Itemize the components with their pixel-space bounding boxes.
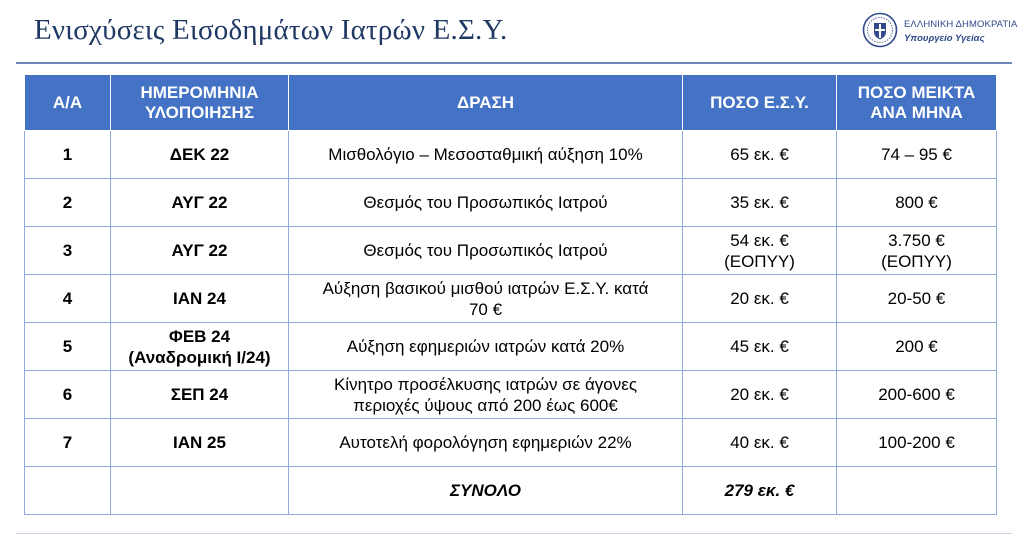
total-empty-cell: [836, 466, 997, 515]
table-row: 6 ΣΕΠ 24 Κίνητρο προσέλκυσης ιατρών σε ά…: [24, 370, 997, 419]
title-divider: [16, 62, 1012, 64]
cell-action: Θεσμός του Προσωπικός Ιατρού: [288, 178, 683, 227]
table-row: 7 ΙΑΝ 25 Αυτοτελή φορολόγηση εφημεριών 2…: [24, 418, 997, 467]
cell-date: ΙΑΝ 24: [110, 274, 289, 323]
cell-gross-monthly: 74 – 95 €: [836, 130, 997, 179]
cell-esy-amount: 45 εκ. €: [682, 322, 837, 371]
greek-coat-of-arms-icon: [862, 12, 898, 48]
cell-date: ΔΕΚ 22: [110, 130, 289, 179]
cell-esy-amount: 54 εκ. € (ΕΟΠΥΥ): [682, 226, 837, 275]
header-date: ΗΜΕΡΟΜΗΝΙΑ ΥΛΟΠΟΙΗΣΗΣ: [110, 74, 289, 131]
header-action: ΔΡΑΣΗ: [288, 74, 683, 131]
slide-title: Ενισχύσεις Εισοδημάτων Ιατρών Ε.Σ.Υ.: [34, 14, 508, 46]
cell-esy-amount: 40 εκ. €: [682, 418, 837, 467]
table-row: 2 ΑΥΓ 22 Θεσμός του Προσωπικός Ιατρού 35…: [24, 178, 997, 227]
cell-gross-monthly: 20-50 €: [836, 274, 997, 323]
table-row: 3 ΑΥΓ 22 Θεσμός του Προσωπικός Ιατρού 54…: [24, 226, 997, 275]
logo-line-2: Υπουργείο Υγείας: [904, 33, 985, 44]
cell-date: ΑΥΓ 22: [110, 178, 289, 227]
total-row: ΣΥΝΟΛΟ 279 εκ. €: [24, 466, 997, 515]
total-empty-cell: [24, 466, 111, 515]
cell-gross-monthly: 200-600 €: [836, 370, 997, 419]
footer-divider: [16, 533, 1012, 534]
cell-aa: 3: [24, 226, 111, 275]
total-empty-cell: [110, 466, 289, 515]
cell-date: ΙΑΝ 25: [110, 418, 289, 467]
logo-line-1: ΕΛΛΗΝΙΚΗ ΔΗΜΟΚΡΑΤΙΑ: [904, 19, 1018, 30]
header-aa: Α/Α: [24, 74, 111, 131]
cell-action: Αύξηση εφημεριών ιατρών κατά 20%: [288, 322, 683, 371]
cell-aa: 7: [24, 418, 111, 467]
header-gross-monthly: ΠΟΣΟ ΜΕΙΚΤΑ ΑΝΑ ΜΗΝΑ: [836, 74, 997, 131]
cell-action: Αυτοτελή φορολόγηση εφημεριών 22%: [288, 418, 683, 467]
cell-aa: 6: [24, 370, 111, 419]
cell-gross-monthly: 200 €: [836, 322, 997, 371]
cell-action: Αύξηση βασικού μισθού ιατρών Ε.Σ.Υ. κατά…: [288, 274, 683, 323]
cell-esy-amount: 65 εκ. €: [682, 130, 837, 179]
cell-gross-monthly: 100-200 €: [836, 418, 997, 467]
cell-aa: 4: [24, 274, 111, 323]
cell-aa: 2: [24, 178, 111, 227]
cell-action: Μισθολόγιο – Μεσοσταθμική αύξηση 10%: [288, 130, 683, 179]
ministry-logo: ΕΛΛΗΝΙΚΗ ΔΗΜΟΚΡΑΤΙΑ Υπουργείο Υγείας: [862, 10, 1017, 52]
cell-aa: 5: [24, 322, 111, 371]
income-measures-table: Α/Α ΗΜΕΡΟΜΗΝΙΑ ΥΛΟΠΟΙΗΣΗΣ ΔΡΑΣΗ ΠΟΣΟ Ε.Σ…: [24, 74, 997, 515]
cell-gross-monthly: 800 €: [836, 178, 997, 227]
total-value: 279 εκ. €: [682, 466, 837, 515]
cell-action: Κίνητρο προσέλκυσης ιατρών σε άγονες περ…: [288, 370, 683, 419]
table-row: 5 ΦΕΒ 24 (Αναδρομική Ι/24) Αύξηση εφημερ…: [24, 322, 997, 371]
cell-gross-monthly: 3.750 € (ΕΟΠΥΥ): [836, 226, 997, 275]
table-header-row: Α/Α ΗΜΕΡΟΜΗΝΙΑ ΥΛΟΠΟΙΗΣΗΣ ΔΡΑΣΗ ΠΟΣΟ Ε.Σ…: [24, 74, 997, 131]
table-row: 4 ΙΑΝ 24 Αύξηση βασικού μισθού ιατρών Ε.…: [24, 274, 997, 323]
cell-date: ΦΕΒ 24 (Αναδρομική Ι/24): [110, 322, 289, 371]
cell-date: ΑΥΓ 22: [110, 226, 289, 275]
header-esy-amount: ΠΟΣΟ Ε.Σ.Υ.: [682, 74, 837, 131]
cell-esy-amount: 20 εκ. €: [682, 370, 837, 419]
cell-aa: 1: [24, 130, 111, 179]
cell-date: ΣΕΠ 24: [110, 370, 289, 419]
cell-esy-amount: 35 εκ. €: [682, 178, 837, 227]
cell-esy-amount: 20 εκ. €: [682, 274, 837, 323]
table-row: 1 ΔΕΚ 22 Μισθολόγιο – Μεσοσταθμική αύξησ…: [24, 130, 997, 179]
cell-action: Θεσμός του Προσωπικός Ιατρού: [288, 226, 683, 275]
total-label: ΣΥΝΟΛΟ: [288, 466, 683, 515]
